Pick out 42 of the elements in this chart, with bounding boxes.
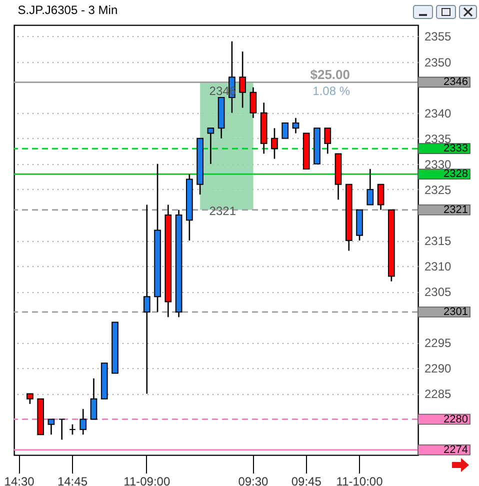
candlestick <box>48 418 55 436</box>
x-tick-label: 09:45 <box>291 474 322 486</box>
candlestick <box>69 424 76 436</box>
candlestick <box>324 128 332 154</box>
candlestick <box>80 408 87 436</box>
y-tick-label: 2295 <box>424 336 452 350</box>
y-tick-label: 2315 <box>424 234 452 248</box>
ref-line-label: 2321 <box>444 204 468 216</box>
candlestick <box>366 168 374 206</box>
candlestick <box>143 204 150 394</box>
candlestick <box>90 378 98 420</box>
candlestick <box>26 393 34 405</box>
x-tick-label: 11-10:00 <box>336 474 384 486</box>
y-tick-label: 2290 <box>424 362 452 376</box>
candlestick <box>271 128 278 160</box>
ref-line-label: 2274 <box>444 444 468 456</box>
annotation: $25.00 <box>310 67 350 82</box>
y-tick-label: 2350 <box>424 55 452 70</box>
candlestick <box>207 128 214 165</box>
chart-title: S.JP.J6305 - 3 Min <box>18 3 118 17</box>
candlestick <box>292 117 300 134</box>
candlestick <box>58 418 66 440</box>
ref-line-label: 2328 <box>444 168 468 180</box>
candlestick <box>377 184 384 211</box>
x-tick-label: 11-09:00 <box>124 474 170 486</box>
ref-line-label: 2301 <box>444 306 468 318</box>
ref-line-label: 2280 <box>444 413 468 426</box>
ref-line-label: 2333 <box>444 142 468 155</box>
candlestick <box>250 86 257 119</box>
y-tick-label: 2340 <box>424 106 452 120</box>
y-tick-label: 2310 <box>424 260 452 274</box>
x-tick-label: 14:30 <box>4 474 35 486</box>
annotation: 1.08 % <box>312 84 350 98</box>
ref-line-label: 2346 <box>444 76 468 88</box>
candlestick <box>282 122 289 139</box>
x-tick-label: 09:30 <box>238 474 269 486</box>
y-tick-label: 2305 <box>424 285 452 300</box>
y-tick-label: 2355 <box>424 30 452 44</box>
x-tick-label: 14:45 <box>57 474 88 486</box>
candlestick <box>239 50 246 108</box>
y-tick-label: 2325 <box>424 182 452 197</box>
y-tick-label: 2285 <box>424 387 452 402</box>
